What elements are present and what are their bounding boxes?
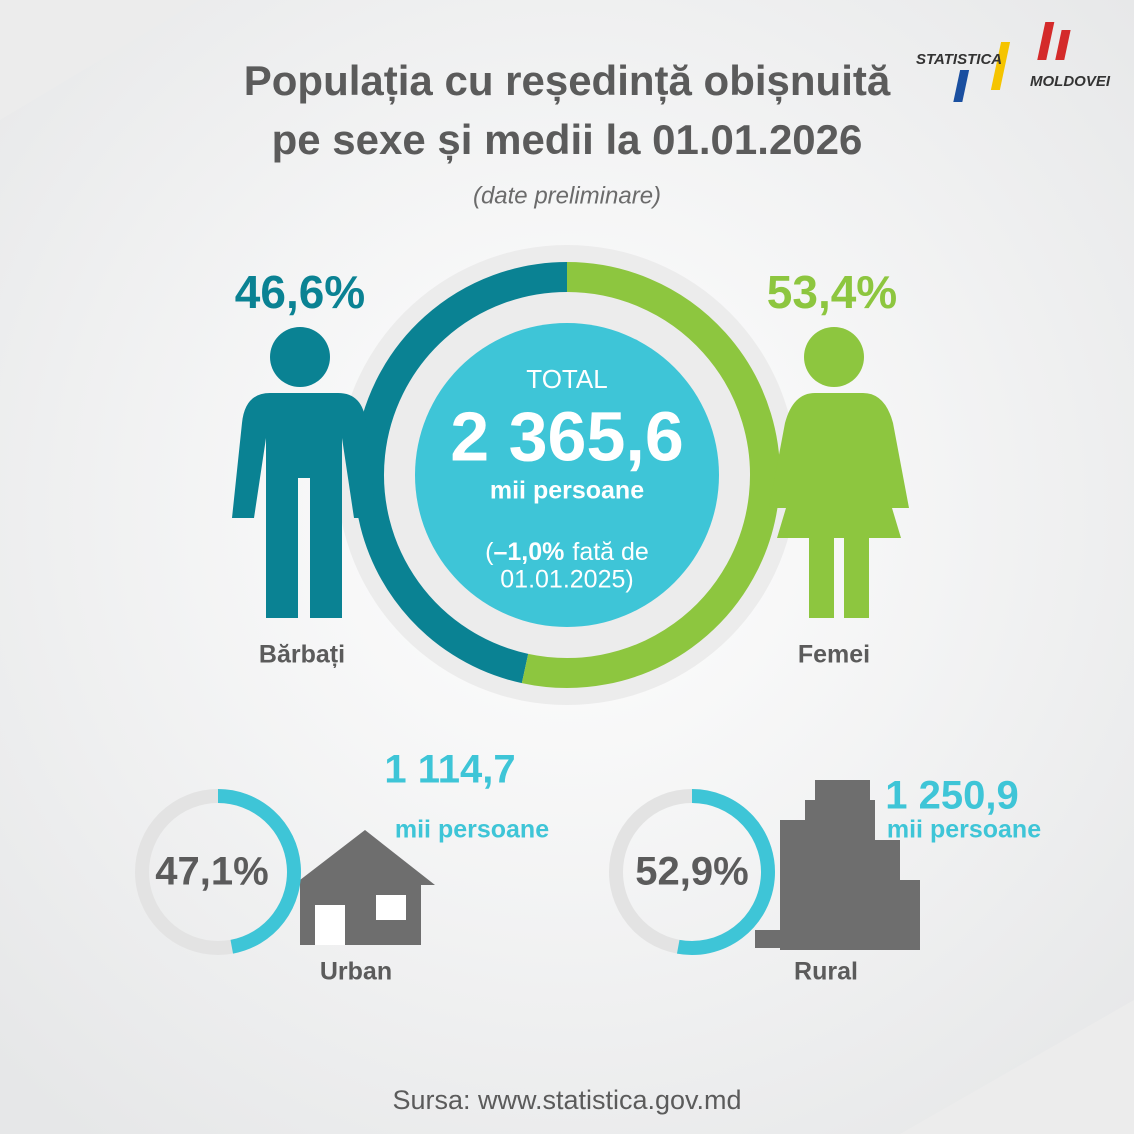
urban-label: Urban	[320, 958, 392, 986]
decor	[0, 0, 200, 120]
women-share: 53,4%	[767, 266, 897, 318]
donut-arc	[676, 789, 775, 955]
rural-share: 52,9%	[635, 850, 748, 894]
center-disc	[415, 323, 719, 627]
buildings-icon	[755, 780, 920, 950]
donut-arc	[217, 789, 301, 954]
donut-arc	[521, 262, 780, 688]
house-icon	[286, 830, 435, 945]
change-value: –1,0%	[493, 538, 564, 566]
change-text: fată de	[572, 538, 648, 566]
donut-arc	[354, 262, 568, 684]
change-date: 01.01.2025)	[500, 566, 633, 594]
women-label: Femei	[798, 641, 870, 669]
title: Populația cu reședință obișnuită	[244, 57, 891, 105]
logo-text: STATISTICA	[916, 51, 1002, 68]
men-label: Bărbați	[259, 641, 345, 669]
subtitle: (date preliminare)	[473, 182, 661, 209]
source: Sursa: www.statistica.gov.md	[392, 1085, 741, 1115]
rural-unit: mii persoane	[887, 816, 1041, 844]
decor	[900, 1000, 1134, 1134]
total-unit: mii persoane	[490, 477, 644, 505]
urban-share: 47,1%	[155, 850, 268, 894]
total-change: (–1,0% fată de	[485, 538, 649, 566]
total-value: 2 365,6	[450, 397, 684, 475]
urban-count: 1 114,7	[384, 748, 515, 792]
change-open: (	[485, 538, 494, 566]
men-share: 46,6%	[235, 266, 365, 318]
man-icon	[232, 327, 376, 618]
rural-count: 1 250,9	[885, 774, 1018, 818]
rural-label: Rural	[794, 958, 858, 986]
urban-unit: mii persoane	[395, 816, 549, 844]
logo: STATISTICA MOLDOVEI	[916, 22, 1111, 102]
woman-icon	[769, 327, 909, 618]
logo-text: MOLDOVEI	[1030, 73, 1111, 90]
title: pe sexe și medii la 01.01.2026	[272, 116, 863, 164]
total-heading: TOTAL	[526, 364, 607, 394]
